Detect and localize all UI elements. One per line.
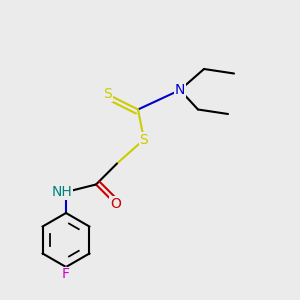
Text: N: N <box>175 83 185 97</box>
Text: NH: NH <box>51 185 72 199</box>
Text: S: S <box>103 88 112 101</box>
Text: S: S <box>140 133 148 146</box>
Text: O: O <box>110 197 121 211</box>
Text: F: F <box>62 268 70 281</box>
